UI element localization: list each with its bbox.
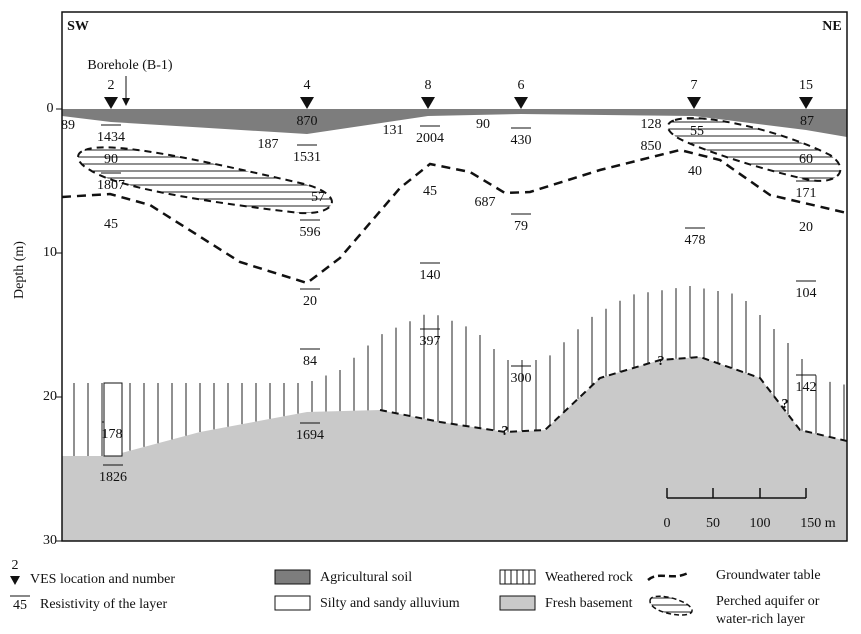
resistivity-label: 87 bbox=[800, 114, 814, 129]
ves-number: 4 bbox=[304, 78, 311, 93]
resistivity-label: 300 bbox=[511, 371, 532, 386]
ves-number: 2 bbox=[108, 78, 115, 93]
resistivity-label: 20 bbox=[303, 294, 317, 309]
cross-section: SW NE Borehole (B-1) Depth (m) 2 VES loc… bbox=[0, 0, 861, 634]
resistivity-label: 142 bbox=[796, 380, 817, 395]
scale-label: 50 bbox=[706, 516, 720, 531]
resistivity-label: 397 bbox=[420, 334, 441, 349]
resistivity-label: 2004 bbox=[416, 131, 444, 146]
resistivity-label: 171 bbox=[796, 186, 817, 201]
ves-marker bbox=[514, 97, 528, 109]
section-body bbox=[62, 109, 847, 541]
ves-number: 6 bbox=[518, 78, 525, 93]
fresh-basement bbox=[62, 357, 847, 541]
resistivity-label: 1694 bbox=[296, 428, 324, 443]
ves-marker bbox=[799, 97, 813, 109]
ves-marker bbox=[104, 97, 118, 109]
resistivity-label: 687 bbox=[475, 195, 496, 210]
ves-number: 8 bbox=[425, 78, 432, 93]
scale-label: 100 bbox=[750, 516, 771, 531]
resistivity-label: 131 bbox=[383, 123, 404, 138]
ne-label: NE bbox=[822, 19, 841, 34]
resistivity-label: 45 bbox=[423, 184, 437, 199]
resistivity-label: 57 bbox=[311, 190, 325, 205]
resistivity-label: 20 bbox=[799, 220, 813, 235]
ves-marker bbox=[687, 97, 701, 109]
scale-label: 0 bbox=[664, 516, 671, 531]
borehole-column bbox=[104, 383, 122, 456]
resistivity-label: 850 bbox=[641, 139, 662, 154]
resistivity-label: 40 bbox=[688, 164, 702, 179]
resistivity-label: 1531 bbox=[293, 150, 321, 165]
resistivity-label: 90 bbox=[476, 117, 490, 132]
legend-text: Fresh basement bbox=[545, 596, 633, 611]
uncertain-mark: ? bbox=[502, 424, 509, 439]
borehole-arrowhead bbox=[122, 98, 130, 106]
resistivity-label: 79 bbox=[514, 219, 528, 234]
resistivity-label: 870 bbox=[297, 114, 318, 129]
legend-text: water-rich layer bbox=[716, 612, 805, 627]
y-tick-label: 30 bbox=[43, 533, 57, 548]
resistivity-label: 84 bbox=[303, 354, 317, 369]
uncertain-mark: ? bbox=[658, 354, 665, 369]
ves-number: 15 bbox=[799, 78, 813, 93]
legend-text: Silty and sandy alluvium bbox=[320, 596, 460, 611]
legend-text: Groundwater table bbox=[716, 568, 821, 583]
resistivity-label: 478 bbox=[685, 233, 706, 248]
y-tick-label: 10 bbox=[43, 245, 57, 260]
resistivity-label: 430 bbox=[511, 133, 532, 148]
axis-label: Depth (m) bbox=[12, 241, 27, 299]
resistivity-label: 45 bbox=[104, 217, 118, 232]
ves-marker bbox=[300, 97, 314, 109]
legend-text: Weathered rock bbox=[545, 570, 633, 585]
resistivity-label: 1826 bbox=[99, 470, 127, 485]
resistivity-label: 104 bbox=[796, 286, 817, 301]
resistivity-label: 140 bbox=[420, 268, 441, 283]
y-tick-label: 20 bbox=[43, 389, 57, 404]
legend-text: Agricultural soil bbox=[320, 570, 412, 585]
resistivity-label: 1807 bbox=[97, 178, 125, 193]
resistivity-label: 89 bbox=[61, 118, 75, 133]
resistivity-label: 55 bbox=[690, 124, 704, 139]
resistivity-label: 128 bbox=[641, 117, 662, 132]
uncertain-mark: ? bbox=[782, 397, 789, 412]
sw-label: SW bbox=[67, 19, 89, 34]
resistivity-label: 1434 bbox=[97, 130, 125, 145]
resistivity-label: 596 bbox=[300, 225, 321, 240]
ves-marker bbox=[421, 97, 435, 109]
legend-sample: 45 bbox=[13, 598, 27, 613]
legend-text: Perched aquifer or bbox=[716, 594, 820, 609]
borehole-label: Borehole (B-1) bbox=[87, 58, 172, 73]
legend-text: Resistivity of the layer bbox=[40, 597, 167, 612]
ves-number: 7 bbox=[691, 78, 698, 93]
resistivity-label: 187 bbox=[258, 137, 279, 152]
resistivity-label: 178 bbox=[102, 427, 123, 442]
legend-text: VES location and number bbox=[30, 572, 175, 587]
y-tick-label: 0 bbox=[47, 101, 54, 116]
resistivity-label: 60 bbox=[799, 152, 813, 167]
legend-ves-number: 2 bbox=[12, 558, 19, 573]
resistivity-label: 90 bbox=[104, 152, 118, 167]
scale-label: 150 m bbox=[800, 516, 836, 531]
